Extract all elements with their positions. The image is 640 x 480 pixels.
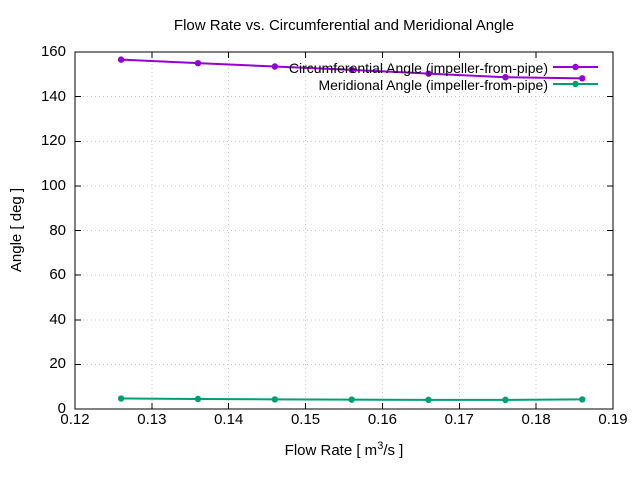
- data-point: [194, 59, 202, 67]
- legend-sample-point: [572, 63, 579, 71]
- x-tick-label: 0.12: [60, 411, 90, 428]
- data-point: [579, 75, 586, 82]
- x-tick-label: 0.18: [521, 411, 551, 428]
- x-axis-label-pre: Flow Rate [ m: [284, 442, 378, 459]
- data-point: [194, 395, 202, 403]
- x-tick-label: 0.15: [290, 411, 321, 428]
- y-tick-label: 20: [49, 355, 66, 373]
- data-point: [271, 63, 279, 70]
- y-tick-label: 160: [40, 43, 66, 60]
- y-tick-label: 120: [40, 132, 66, 150]
- data-point: [502, 396, 509, 404]
- x-tick-label: 0.16: [367, 411, 398, 428]
- x-axis-label-post: /s ]: [383, 442, 404, 459]
- y-tick-label: 0: [57, 400, 66, 417]
- data-point: [271, 396, 279, 403]
- data-point: [502, 74, 509, 81]
- legend-sample-point: [572, 80, 579, 88]
- data-point: [425, 396, 432, 404]
- y-tick-label: 140: [40, 87, 66, 105]
- x-axis-label-sup: 3: [377, 440, 384, 452]
- x-axis-label: Flow Rate [ m3/s ]: [75, 440, 613, 461]
- x-tick-label: 0.13: [137, 411, 167, 428]
- legend-label-meridional: Meridional Angle (impeller-from-pipe): [318, 77, 548, 93]
- y-tick-label: 100: [40, 176, 66, 194]
- data-point: [579, 396, 586, 403]
- data-point: [348, 396, 355, 403]
- x-tick-label: 0.14: [214, 411, 244, 428]
- y-tick-label: 40: [49, 310, 66, 328]
- data-point: [425, 70, 432, 77]
- x-tick-label: 0.19: [598, 411, 628, 428]
- data-point: [348, 66, 355, 74]
- y-tick-label: 60: [49, 266, 66, 284]
- data-point: [117, 56, 125, 63]
- x-tick-label: 0.17: [444, 411, 474, 428]
- data-point: [117, 395, 125, 402]
- y-tick-label: 80: [49, 221, 66, 239]
- chart-title: Flow Rate vs. Circumferential and Meridi…: [173, 17, 515, 34]
- legend-label-circumferential: Circumferential Angle (impeller-from-pip…: [288, 60, 548, 76]
- legend: Circumferential Angle (impeller-from-pip…: [289, 60, 548, 94]
